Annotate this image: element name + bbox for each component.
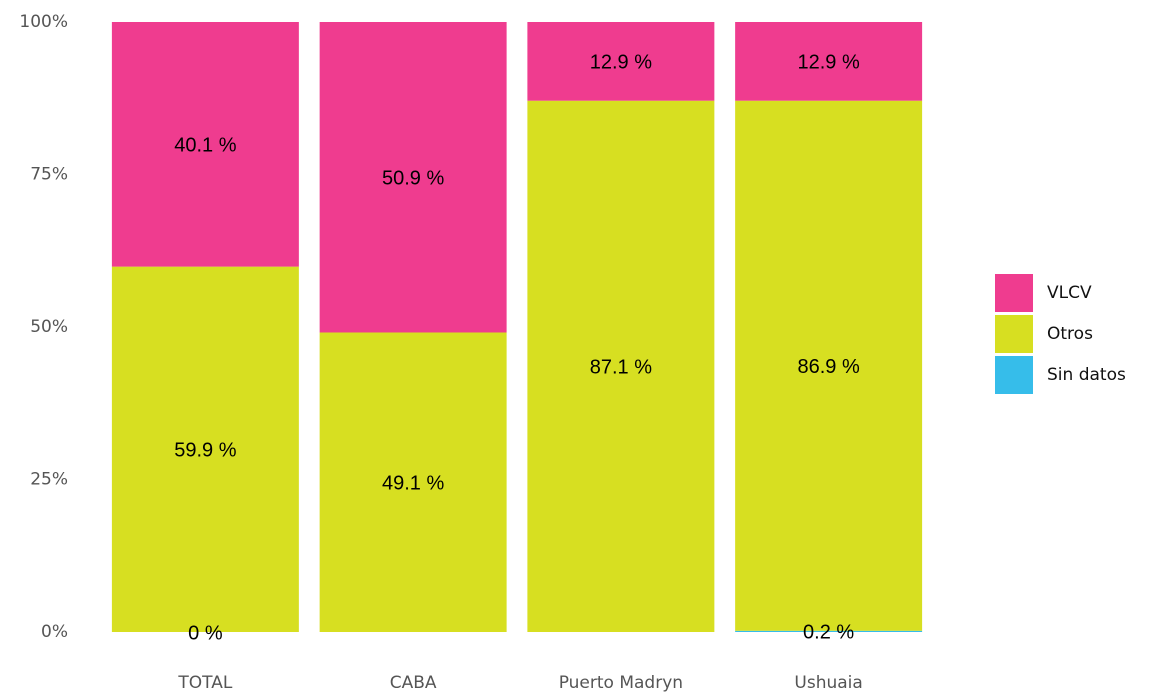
bar-segment (319, 22, 507, 333)
y-tick-label: 50% (30, 317, 68, 337)
data-label: 59.9 % (174, 440, 236, 462)
data-label: 0.2 % (803, 622, 854, 644)
data-label: 86.9 % (797, 356, 859, 378)
bar-segment (735, 630, 923, 632)
data-label: 50.9 % (382, 168, 444, 190)
bar-segment (527, 22, 715, 101)
legend-label: Otros (1047, 324, 1093, 344)
bar-segment (319, 332, 507, 632)
y-tick-label: 25% (30, 470, 68, 490)
data-label: 40.1 % (174, 135, 236, 157)
bar-segment (111, 266, 299, 632)
y-tick-label: 0% (41, 622, 68, 642)
data-label: 0 % (188, 622, 223, 644)
bar-segment (527, 100, 715, 632)
y-tick-label: 100% (19, 12, 68, 32)
x-tick-label: Ushuaia (794, 673, 862, 693)
x-tick-label: CABA (390, 673, 437, 693)
legend-swatch (995, 356, 1033, 394)
legend-label: Sin datos (1047, 365, 1126, 385)
data-label: 49.1 % (382, 473, 444, 495)
bar-segment (735, 22, 923, 101)
data-label: 12.9 % (590, 52, 652, 74)
y-tick-label: 75% (30, 165, 68, 185)
legend-swatch (995, 315, 1033, 353)
legend-label: VLCV (1047, 283, 1092, 303)
data-label: 12.9 % (797, 52, 859, 74)
bar-segment (111, 22, 299, 267)
data-label: 87.1 % (590, 357, 652, 379)
bar-segment (735, 100, 923, 631)
x-tick-label: TOTAL (177, 673, 232, 693)
legend-swatch (995, 274, 1033, 312)
x-tick-label: Puerto Madryn (559, 673, 683, 693)
